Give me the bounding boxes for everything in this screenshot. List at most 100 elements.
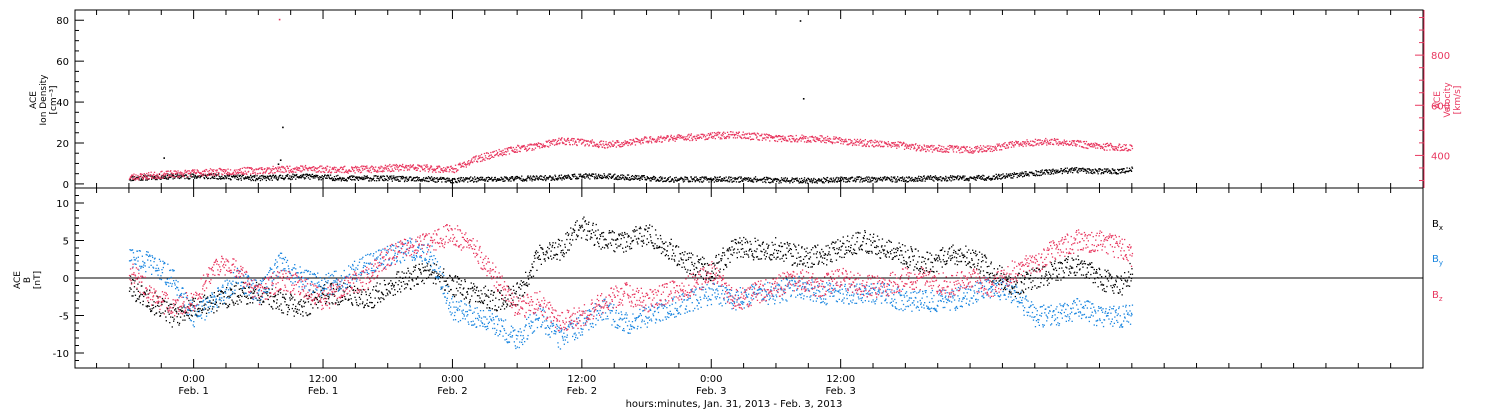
b-series-bx-point bbox=[473, 288, 475, 290]
b-series-bx-point bbox=[457, 278, 460, 280]
ion-density-series-point bbox=[1124, 171, 1126, 173]
ion-density-series-point bbox=[309, 178, 311, 180]
ion-density-series-point bbox=[240, 177, 242, 179]
velocity-series-point bbox=[408, 165, 410, 167]
velocity-series-point bbox=[1065, 141, 1067, 143]
ion-density-series-point bbox=[372, 178, 374, 180]
velocity-series-point bbox=[136, 178, 139, 180]
ion-density-series-point bbox=[129, 178, 132, 180]
velocity-series-point bbox=[651, 142, 653, 144]
velocity-series-point bbox=[1065, 144, 1067, 146]
b-series-bx-point bbox=[378, 298, 381, 300]
ion-density-series-point bbox=[955, 176, 957, 178]
ion-density-series-point bbox=[476, 176, 479, 179]
velocity-series-point bbox=[682, 137, 685, 139]
b-series-bx-point bbox=[325, 302, 327, 305]
ion-density-series-point bbox=[700, 177, 702, 179]
ion-density-series-point bbox=[628, 177, 631, 179]
upper-frame bbox=[74, 9, 1424, 189]
b-series-bx-point bbox=[231, 293, 234, 295]
velocity-series-point bbox=[734, 133, 736, 136]
ion-density-series-point bbox=[142, 179, 144, 181]
velocity-series-point bbox=[491, 156, 493, 158]
velocity-series-point bbox=[731, 133, 734, 136]
ion-density-series-point bbox=[902, 178, 904, 180]
b-series-bx-point bbox=[407, 270, 410, 272]
ion-density-series-point bbox=[298, 177, 300, 179]
velocity-series-point bbox=[341, 171, 343, 174]
velocity-series-point bbox=[566, 140, 568, 142]
ion-density-series-point bbox=[526, 176, 529, 178]
ion-density-series-point bbox=[593, 176, 595, 178]
ion-density-series-point bbox=[194, 174, 196, 177]
velocity-series-point bbox=[638, 141, 640, 144]
velocity-series-point bbox=[832, 138, 835, 140]
velocity-series-point bbox=[512, 150, 514, 152]
ion-density-series-point bbox=[710, 177, 712, 179]
ion-density-series-point bbox=[921, 176, 923, 178]
velocity-series-point bbox=[1073, 140, 1075, 143]
velocity-series-point bbox=[1018, 145, 1020, 147]
velocity-series-point bbox=[547, 145, 549, 148]
ion-density-series-point bbox=[1021, 171, 1023, 173]
ion-density-series-point bbox=[881, 180, 884, 182]
ion-density-series-point bbox=[281, 177, 283, 179]
ion-density-series-point bbox=[978, 175, 980, 177]
velocity-series-point bbox=[521, 145, 523, 147]
ion-density-series-point bbox=[525, 178, 527, 180]
ion-density-series-point bbox=[853, 179, 856, 181]
b-series-bx-point bbox=[306, 314, 309, 317]
b-series-bx-point bbox=[282, 293, 284, 296]
b-series-bx-point bbox=[179, 309, 181, 311]
ion-density-series-point bbox=[320, 177, 322, 179]
velocity-series-point bbox=[240, 171, 242, 173]
b-series-bx-point bbox=[302, 300, 305, 302]
velocity-series-point bbox=[214, 174, 216, 177]
velocity-series-point bbox=[398, 170, 400, 172]
ion-density-series-point bbox=[985, 179, 988, 181]
b-series-bx-point bbox=[270, 295, 272, 297]
ion-density-series-point bbox=[1087, 171, 1089, 173]
velocity-series-point bbox=[823, 137, 825, 139]
velocity-series-point bbox=[282, 166, 285, 168]
velocity-series-point bbox=[792, 135, 794, 137]
velocity-series-point bbox=[681, 137, 684, 139]
ion-density-series-point bbox=[715, 178, 717, 180]
velocity-series-point bbox=[174, 176, 176, 178]
b-series-bx-point bbox=[485, 294, 488, 296]
b-series-bx-point bbox=[309, 313, 312, 315]
velocity-series-point bbox=[877, 142, 880, 144]
velocity-series-point bbox=[525, 148, 527, 150]
velocity-series-point bbox=[851, 140, 853, 142]
ion-density-series-point bbox=[411, 178, 413, 180]
velocity-series-point bbox=[856, 141, 858, 143]
ion-density-series-point bbox=[826, 179, 828, 181]
b-series-bx-point bbox=[274, 296, 276, 298]
ion-density-series-point bbox=[958, 178, 960, 181]
velocity-series-point bbox=[464, 163, 466, 165]
velocity-series-point bbox=[986, 150, 988, 152]
ion-density-series-point bbox=[440, 176, 442, 179]
velocity-series-point bbox=[382, 169, 384, 171]
ion-density-outliers-point bbox=[282, 126, 284, 129]
velocity-series-point bbox=[812, 136, 814, 138]
ion-density-series-point bbox=[342, 178, 344, 180]
ion-density-series-point bbox=[687, 180, 689, 182]
ion-density-series-point bbox=[983, 179, 986, 181]
velocity-series-point bbox=[417, 167, 419, 170]
ion-density-series-point bbox=[1001, 177, 1004, 179]
velocity-series-point bbox=[238, 171, 240, 174]
ion-density-series-point bbox=[666, 179, 668, 181]
ion-density-series-point bbox=[269, 179, 271, 181]
b-series-bx-point bbox=[294, 299, 296, 301]
velocity-series-point bbox=[779, 135, 781, 138]
ion-density-series-point bbox=[713, 178, 715, 180]
velocity-series-point bbox=[1027, 143, 1030, 146]
ion-density-series-point bbox=[596, 177, 598, 180]
b-series-bx-point bbox=[506, 303, 508, 305]
velocity-series-point bbox=[212, 174, 214, 176]
ion-density-series-point bbox=[357, 179, 360, 181]
velocity-series-point bbox=[310, 169, 313, 171]
velocity-series-point bbox=[860, 140, 863, 143]
velocity-series-point bbox=[246, 173, 248, 175]
